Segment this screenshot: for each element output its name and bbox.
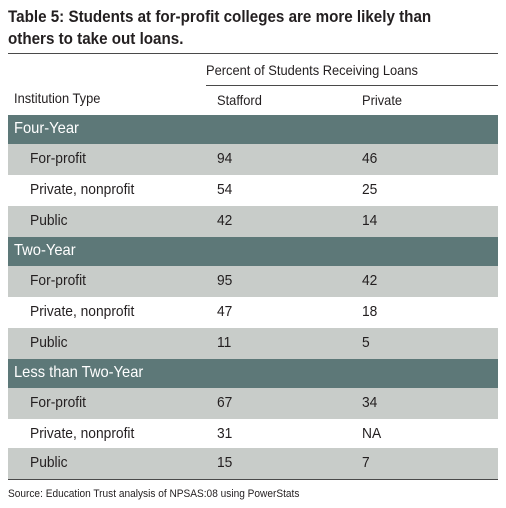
stafford-cell: 54 xyxy=(217,181,233,198)
private-cell: 18 xyxy=(362,303,378,320)
column-header-stafford: Stafford xyxy=(217,92,262,108)
stafford-cell: 94 xyxy=(217,150,233,167)
private-cell: 5 xyxy=(362,334,370,351)
institution-type-cell: For-profit xyxy=(30,150,86,167)
section-header-four-year: Four-Year xyxy=(8,115,498,144)
institution-type-cell: Public xyxy=(30,454,68,471)
table-row: Public 15 7 xyxy=(8,448,498,479)
section-header-less-than-two-year: Less than Two-Year xyxy=(8,359,498,388)
institution-type-cell: Private, nonprofit xyxy=(30,303,135,320)
institution-type-cell: Public xyxy=(30,334,68,351)
institution-type-cell: Public xyxy=(30,212,68,229)
stafford-cell: 67 xyxy=(217,394,233,411)
table-row: Public 42 14 xyxy=(8,206,498,237)
private-cell: 42 xyxy=(362,272,378,289)
private-cell: 14 xyxy=(362,212,378,229)
stafford-cell: 47 xyxy=(217,303,233,320)
top-rule xyxy=(8,53,498,54)
private-cell: 7 xyxy=(362,454,370,471)
institution-type-cell: For-profit xyxy=(30,272,86,289)
private-cell: 25 xyxy=(362,181,378,198)
stafford-cell: 15 xyxy=(217,454,233,471)
table-row: Public 11 5 xyxy=(8,328,498,359)
private-cell: 46 xyxy=(362,150,378,167)
stafford-cell: 95 xyxy=(217,272,233,289)
stafford-cell: 31 xyxy=(217,425,233,442)
column-group-underline xyxy=(206,85,498,86)
column-header-private: Private xyxy=(362,92,403,108)
private-cell: 34 xyxy=(362,394,378,411)
section-label: Less than Two-Year xyxy=(14,364,144,381)
table-row: Private, nonprofit 47 18 xyxy=(8,297,498,328)
section-header-two-year: Two-Year xyxy=(8,237,498,266)
institution-type-cell: Private, nonprofit xyxy=(30,425,135,442)
institution-type-cell: For-profit xyxy=(30,394,86,411)
section-label: Two-Year xyxy=(14,242,76,259)
table-row: For-profit 67 34 xyxy=(8,388,498,419)
section-label: Four-Year xyxy=(14,120,79,137)
source-note: Source: Education Trust analysis of NPSA… xyxy=(8,488,300,500)
stafford-cell: 42 xyxy=(217,212,233,229)
column-group-header: Percent of Students Receiving Loans xyxy=(206,62,418,78)
stafford-cell: 11 xyxy=(217,334,232,351)
private-cell: NA xyxy=(362,425,382,442)
table-row: For-profit 94 46 xyxy=(8,144,498,175)
table-row: Private, nonprofit 54 25 xyxy=(8,175,498,206)
table-row: For-profit 95 42 xyxy=(8,266,498,297)
institution-type-cell: Private, nonprofit xyxy=(30,181,135,198)
table-title: Table 5: Students at for-profit colleges… xyxy=(8,8,432,48)
column-header-institution-type: Institution Type xyxy=(14,90,101,106)
bottom-rule xyxy=(8,479,498,480)
table-row: Private, nonprofit 31 NA xyxy=(8,419,498,450)
